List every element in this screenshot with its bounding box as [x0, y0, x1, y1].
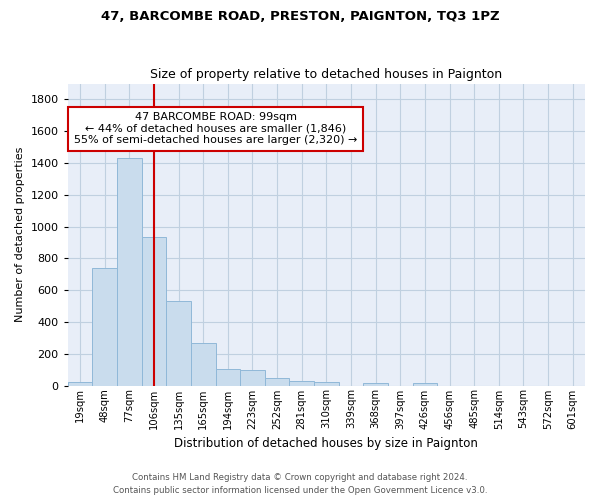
Bar [166, 302, 191, 386]
Bar [117, 158, 142, 386]
Text: 47 BARCOMBE ROAD: 99sqm
← 44% of detached houses are smaller (1,846)
55% of semi: 47 BARCOMBE ROAD: 99sqm ← 44% of detache… [74, 112, 357, 146]
Bar [413, 382, 437, 386]
Text: 47, BARCOMBE ROAD, PRESTON, PAIGNTON, TQ3 1PZ: 47, BARCOMBE ROAD, PRESTON, PAIGNTON, TQ… [101, 10, 499, 23]
Bar [240, 370, 265, 386]
Bar [265, 378, 289, 386]
Bar [142, 237, 166, 386]
X-axis label: Distribution of detached houses by size in Paignton: Distribution of detached houses by size … [175, 437, 478, 450]
Bar [289, 380, 314, 386]
Bar [92, 268, 117, 386]
Y-axis label: Number of detached properties: Number of detached properties [15, 147, 25, 322]
Title: Size of property relative to detached houses in Paignton: Size of property relative to detached ho… [150, 68, 502, 81]
Bar [364, 382, 388, 386]
Bar [215, 369, 240, 386]
Bar [68, 382, 92, 386]
Bar [314, 382, 338, 386]
Text: Contains HM Land Registry data © Crown copyright and database right 2024.
Contai: Contains HM Land Registry data © Crown c… [113, 474, 487, 495]
Bar [191, 342, 215, 386]
